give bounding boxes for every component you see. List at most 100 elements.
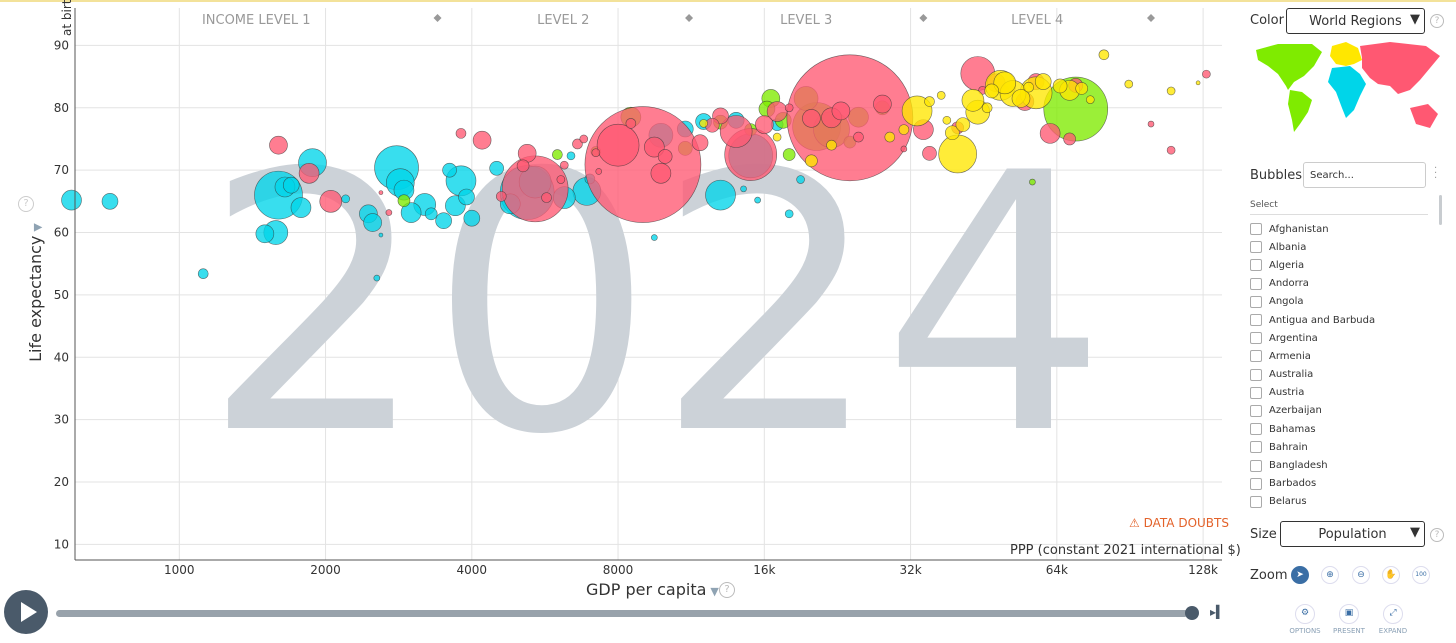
bubble-europe[interactable] <box>1011 89 1031 108</box>
bubble-europe[interactable] <box>981 102 993 114</box>
country-list-item[interactable]: Algeria <box>1250 256 1436 274</box>
bubble-asia[interactable] <box>873 94 892 114</box>
chevron-down-icon[interactable]: ▼ <box>710 585 719 598</box>
bubble-africa[interactable] <box>435 212 452 229</box>
x-axis-title[interactable]: GDP per capita ▼ <box>586 580 719 599</box>
zoom-in-icon[interactable]: ⊕ <box>1321 566 1339 584</box>
bubble-asia[interactable] <box>472 130 492 150</box>
country-list-item[interactable]: Barbados <box>1250 475 1436 493</box>
bubble-asia[interactable] <box>625 118 637 129</box>
country-list-item[interactable]: Afghanistan <box>1250 220 1436 238</box>
bubble-americas[interactable] <box>1029 178 1036 186</box>
bubble-africa[interactable] <box>363 213 382 232</box>
bubble-europe[interactable] <box>1124 79 1134 89</box>
income-boundary-marker[interactable] <box>433 14 442 22</box>
country-list-item[interactable]: Argentina <box>1250 329 1436 347</box>
zoom-reset-button[interactable]: 100 <box>1412 566 1430 584</box>
bubble-africa[interactable] <box>463 209 481 227</box>
country-list-item[interactable]: Antigua and Barbuda <box>1250 311 1436 329</box>
checkbox[interactable] <box>1250 350 1262 363</box>
country-list-item[interactable]: Bahrain <box>1250 438 1436 456</box>
bubble-asia[interactable] <box>572 138 583 150</box>
bubble-europe[interactable] <box>1195 80 1201 86</box>
bubble-africa[interactable] <box>378 232 384 238</box>
bubble-europe[interactable] <box>1166 86 1176 96</box>
bubble-europe[interactable] <box>924 96 935 107</box>
bubble-europe[interactable] <box>945 125 960 141</box>
country-list-item[interactable]: Austria <box>1250 384 1436 402</box>
bubble-asia[interactable] <box>378 190 384 195</box>
help-icon[interactable]: ? <box>1430 14 1444 28</box>
data-doubts-link[interactable]: ⚠ DATA DOUBTS <box>1129 516 1229 530</box>
bubble-asia[interactable] <box>1202 69 1211 79</box>
bubble-africa[interactable] <box>458 188 475 206</box>
bubble-europe[interactable] <box>805 154 818 168</box>
bubble-asia[interactable] <box>541 192 552 203</box>
bubble-europe[interactable] <box>1075 82 1088 95</box>
color-dropdown[interactable]: World Regions ▼ <box>1286 8 1425 34</box>
bubble-asia[interactable] <box>900 145 908 153</box>
world-map-legend[interactable] <box>1250 38 1442 134</box>
size-dropdown[interactable]: Population ▼ <box>1280 521 1425 547</box>
bubble-asia[interactable] <box>755 115 774 134</box>
country-list-item[interactable]: Bahamas <box>1250 420 1436 438</box>
checkbox[interactable] <box>1250 368 1262 381</box>
bubble-europe[interactable] <box>898 124 910 135</box>
checkbox[interactable] <box>1250 441 1262 454</box>
bubble-americas[interactable] <box>552 149 563 160</box>
bubble-europe[interactable] <box>699 119 708 128</box>
bubble-asia[interactable] <box>516 159 530 173</box>
help-icon[interactable]: ? <box>1430 528 1444 542</box>
bubble-asia[interactable] <box>853 131 864 143</box>
country-list-item[interactable]: Andorra <box>1250 275 1436 293</box>
bubble-asia[interactable] <box>298 162 320 184</box>
bubble-africa[interactable] <box>796 175 805 184</box>
bubble-europe[interactable] <box>984 83 999 99</box>
search-input[interactable] <box>1303 162 1426 188</box>
country-list-item[interactable]: Bangladesh <box>1250 456 1436 474</box>
country-list-item[interactable]: Australia <box>1250 366 1436 384</box>
more-options-icon[interactable]: · · · <box>1434 163 1438 184</box>
bubble-asia[interactable] <box>922 146 937 161</box>
bubble-africa[interactable] <box>442 162 457 178</box>
bubble-europe[interactable] <box>942 115 952 125</box>
country-list-item[interactable]: Belarus <box>1250 493 1436 508</box>
bubble-asia[interactable] <box>719 115 753 148</box>
bubble-asia[interactable] <box>579 134 589 144</box>
bubble-asia[interactable] <box>591 148 601 158</box>
bubble-asia[interactable] <box>496 191 507 202</box>
bubble-europe[interactable] <box>1086 95 1095 104</box>
bubble-asia[interactable] <box>1147 120 1155 128</box>
bubble-africa[interactable] <box>101 193 119 210</box>
country-list-item[interactable]: Armenia <box>1250 347 1436 365</box>
bubble-africa[interactable] <box>566 151 576 161</box>
bubble-asia[interactable] <box>559 160 569 170</box>
bubble-asia[interactable] <box>784 103 794 113</box>
bubble-asia[interactable] <box>584 106 702 223</box>
checkbox[interactable] <box>1250 241 1262 254</box>
bubble-europe[interactable] <box>772 132 782 142</box>
bubble-africa[interactable] <box>705 179 736 211</box>
checkbox[interactable] <box>1250 404 1262 417</box>
bubble-africa[interactable] <box>373 274 381 282</box>
timeline-slider-handle[interactable] <box>1185 606 1199 620</box>
bubble-asia[interactable] <box>1039 123 1061 144</box>
bubble-africa[interactable] <box>282 176 300 194</box>
options-button[interactable]: ⚙ OPTIONS <box>1285 604 1325 635</box>
bubble-asia[interactable] <box>319 190 343 213</box>
expand-button[interactable]: ⤢ EXPAND <box>1373 604 1413 635</box>
bubble-asia[interactable] <box>501 155 569 223</box>
bubble-asia[interactable] <box>831 101 851 121</box>
bubble-asia[interactable] <box>1063 132 1076 146</box>
checkbox[interactable] <box>1250 386 1262 399</box>
income-boundary-marker[interactable] <box>919 14 928 22</box>
bubble-americas[interactable] <box>782 148 796 161</box>
bubble-africa[interactable] <box>489 160 504 176</box>
checkbox[interactable] <box>1250 477 1262 490</box>
bubble-asia[interactable] <box>657 149 673 164</box>
checkbox[interactable] <box>1250 332 1262 345</box>
checkbox[interactable] <box>1250 459 1262 472</box>
bubble-asia[interactable] <box>691 134 709 152</box>
bubble-europe[interactable] <box>936 91 946 100</box>
bubble-africa[interactable] <box>424 207 438 221</box>
